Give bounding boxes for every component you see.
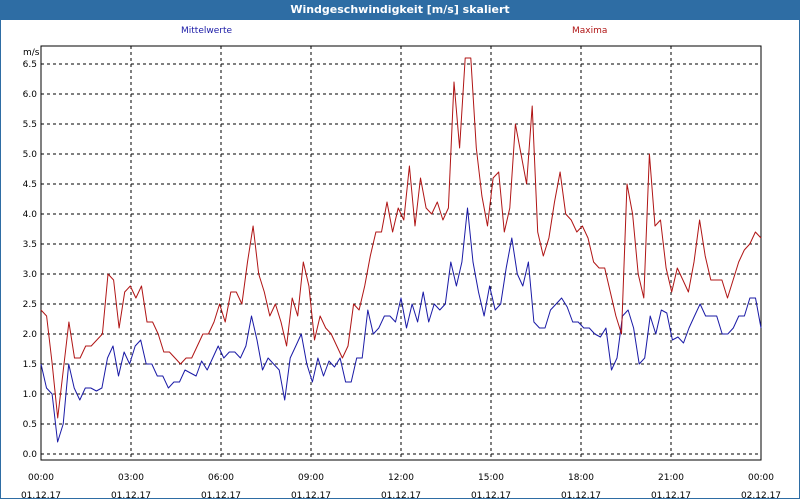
x-tick-label-date: 01.12.17	[471, 491, 511, 498]
y-tick-label: 3.5	[23, 240, 37, 250]
chart-frame: 0.0 0.5 1.0 1.5 2.0 2.5 3.0 3.5 4.0 4.5 5.0 5.5 6.0 6…	[0, 20, 800, 499]
y-tick-label: 1.5	[23, 360, 37, 370]
x-tick-label-time: 03:00	[118, 473, 144, 483]
x-tick-label-time: 00:00	[748, 473, 774, 483]
x-tick-label-date: 01.12.17	[201, 491, 241, 498]
y-tick-label: 5.5	[23, 120, 37, 130]
y-tick-label: 2.0	[23, 330, 38, 340]
y-tick-label: 5.0	[23, 150, 38, 160]
x-tick-label-date: 01.12.17	[381, 491, 421, 498]
series-line-mittelwerte	[40, 207, 762, 443]
x-tick-label-time: 15:00	[478, 473, 504, 483]
x-tick-label-time: 21:00	[658, 473, 684, 483]
x-tick-label-date: 01.12.17	[291, 491, 331, 498]
x-tick-label-date: 02.12.17	[741, 491, 781, 498]
y-tick-label: 0.0	[23, 450, 38, 460]
y-tick-label: 2.5	[23, 300, 37, 310]
y-tick-label: 6.0	[23, 90, 38, 100]
window-title: Windgeschwindigkeit [m/s] skaliert	[290, 3, 510, 16]
y-tick-label: 4.5	[23, 180, 37, 190]
x-tick-label-date: 01.12.17	[111, 491, 151, 498]
x-tick-label-time: 00:00	[28, 473, 54, 483]
legend-mittelwerte: Mittelwerte	[181, 26, 233, 36]
x-tick-label-time: 18:00	[568, 473, 594, 483]
x-tick-label-date: 01.12.17	[651, 491, 691, 498]
x-tick-label-date: 01.12.17	[21, 491, 61, 498]
y-tick-label: 6.5	[23, 60, 37, 70]
y-axis-label: m/s	[23, 48, 40, 58]
y-tick-label: 4.0	[23, 210, 38, 220]
window-title-bar: Windgeschwindigkeit [m/s] skaliert	[0, 0, 800, 20]
legend-maxima: Maxima	[572, 26, 608, 36]
y-tick-label: 3.0	[23, 270, 38, 280]
series-line-maxima	[40, 57, 762, 419]
x-tick-label-time: 12:00	[388, 473, 414, 483]
x-tick-label-time: 09:00	[298, 473, 324, 483]
x-tick-label-date: 01.12.17	[561, 491, 601, 498]
y-tick-label: 1.0	[23, 390, 38, 400]
y-tick-label: 0.5	[23, 420, 37, 430]
wind-speed-chart: 0.0 0.5 1.0 1.5 2.0 2.5 3.0 3.5 4.0 4.5 5.0 5.5 6.0 6…	[21, 45, 781, 498]
x-tick-label-time: 06:00	[208, 473, 234, 483]
